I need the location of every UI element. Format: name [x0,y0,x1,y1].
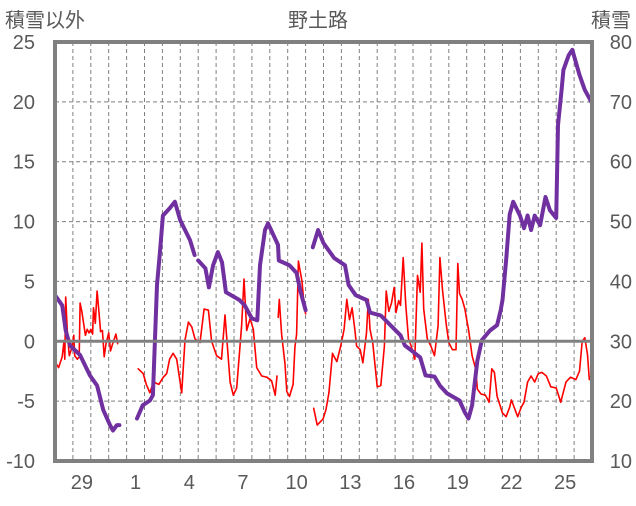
plot-border [53,40,594,463]
left-tick-label: 25 [13,32,35,54]
snow-depth-line [196,221,308,323]
non-snow-line [277,260,307,398]
right-tick-label: 30 [610,331,632,353]
x-tick-label: 1 [130,472,141,494]
x-tick-label: 16 [393,472,415,494]
series-lines [53,47,594,433]
plot-frame [53,40,594,463]
right-tick-label: 20 [610,391,632,413]
x-tick-label: 10 [286,472,308,494]
snow-depth-line [310,47,594,421]
right-tick-label: 80 [610,32,632,54]
x-tick-label: 25 [554,472,576,494]
left-tick-label: 0 [24,331,35,353]
x-tick-label: 4 [184,472,195,494]
non-snow-line [54,290,119,369]
left-tick-label: -10 [6,451,35,473]
x-tick-label: 29 [71,472,93,494]
right-tick-label: 40 [610,271,632,293]
left-tick-label: 20 [13,92,35,114]
non-snow-line [137,278,278,397]
left-tick-label: -5 [17,391,35,413]
right-tick-label: 70 [610,92,632,114]
snow-depth-line [135,199,197,421]
non-snow-line [312,242,592,426]
x-tick-label: 13 [339,472,361,494]
gridlines [55,42,592,461]
right-tick-label: 50 [610,212,632,234]
left-tick-label: 5 [24,271,35,293]
right-axis-label: 積雪 [591,9,631,32]
chart-title: 野土路 [288,9,348,32]
right-tick-label: 60 [610,152,632,174]
x-tick-label: 19 [447,472,469,494]
x-tick-label: 22 [500,472,522,494]
snow-depth-line [53,293,122,433]
x-tick-label: 7 [237,472,248,494]
left-axis-label: 積雪以外 [5,9,85,32]
right-tick-label: 10 [610,451,632,473]
left-tick-label: 10 [13,212,35,234]
left-tick-label: 15 [13,152,35,174]
